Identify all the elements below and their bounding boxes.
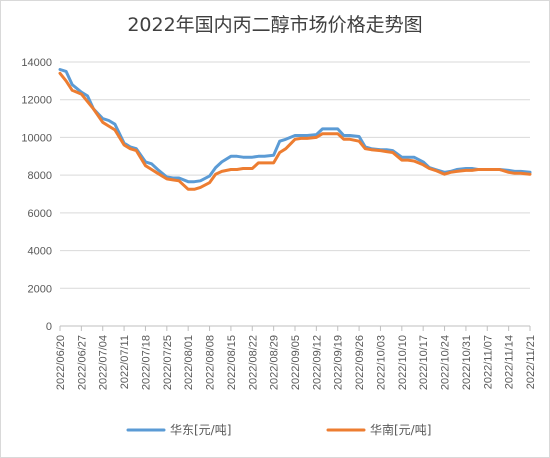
y-tick-label: 8000 xyxy=(28,170,52,182)
x-tick-label: 2022/09/19 xyxy=(333,335,345,390)
x-tick-label: 2022/10/24 xyxy=(440,335,452,390)
y-tick-label: 4000 xyxy=(28,246,52,258)
x-tick-label: 2022/11/21 xyxy=(525,335,537,389)
y-tick-label: 10000 xyxy=(21,132,52,144)
x-tick-label: 2022/07/25 xyxy=(162,335,174,390)
series-lines xyxy=(58,68,532,191)
x-tick-label: 2022/09/26 xyxy=(354,335,366,390)
x-tick-label: 2022/08/29 xyxy=(269,335,281,390)
x-tick-label: 2022/07/11 xyxy=(119,335,131,389)
chart-title: 2022年国内丙二醇市场价格走势图 xyxy=(127,14,422,36)
x-tick-label: 2022/06/27 xyxy=(76,335,88,390)
series-line-1 xyxy=(58,71,532,191)
x-tick-label: 2022/10/03 xyxy=(375,335,387,390)
x-tick-label: 2022/10/10 xyxy=(397,335,409,390)
y-tick-label: 2000 xyxy=(28,283,52,295)
x-tick-label: 2022/08/08 xyxy=(205,335,217,390)
x-tick-label: 2022/08/22 xyxy=(247,335,259,390)
y-tick-label: 12000 xyxy=(21,95,52,107)
legend-label: 华东[元/吨] xyxy=(170,423,231,437)
x-tick-label: 2022/07/04 xyxy=(98,335,110,390)
x-tick-label: 2022/09/05 xyxy=(290,335,302,390)
x-tick-label: 2022/09/12 xyxy=(311,335,323,390)
x-tick-label: 2022/08/15 xyxy=(226,335,238,390)
x-tick-label: 2022/11/14 xyxy=(504,335,516,389)
y-tick-label: 6000 xyxy=(28,208,52,220)
gridlines xyxy=(60,61,530,289)
y-tick-label: 14000 xyxy=(21,57,52,69)
x-axis: 2022/06/20 2022/06/27 2022/07/04 2022/07/11… xyxy=(55,325,537,390)
x-tick-label: 2022/07/18 xyxy=(140,335,152,390)
y-tick-label: 0 xyxy=(46,321,52,333)
x-tick-label: 2022/10/31 xyxy=(461,335,473,390)
x-tick-label: 2022/08/01 xyxy=(183,335,195,390)
legend-label: 华南[元/吨] xyxy=(370,422,431,437)
legend: 华东[元/吨] 华南[元/吨] xyxy=(126,422,431,437)
x-tick-label: 2022/06/20 xyxy=(55,335,67,390)
x-tick-label: 2022/11/07 xyxy=(482,335,494,389)
x-tick-label: 2022/10/17 xyxy=(418,335,430,390)
y-axis: 0 2000 4000 6000 8000 10000 12000 14000 xyxy=(21,57,52,333)
